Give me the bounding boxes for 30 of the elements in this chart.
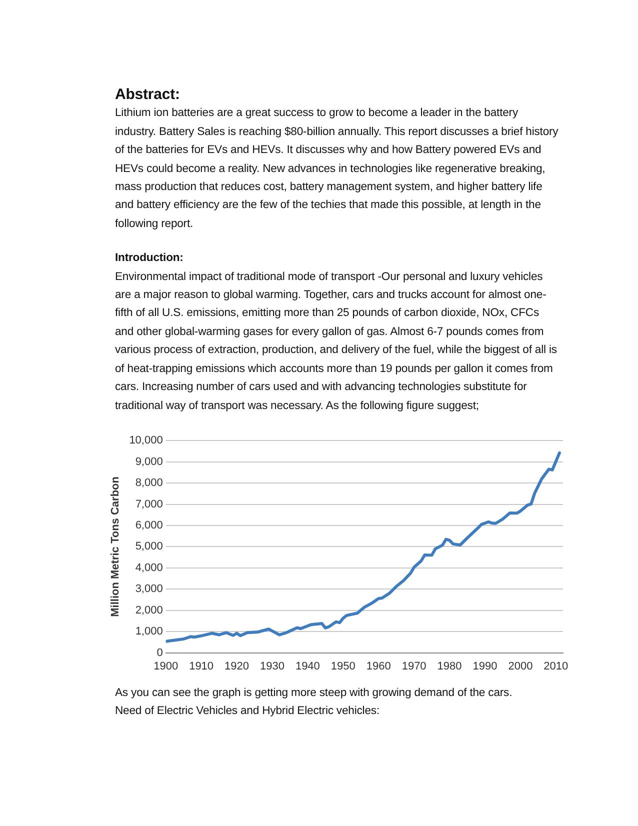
y-tick-label: 5,000 <box>135 540 163 553</box>
y-tick-label: 6,000 <box>135 519 163 532</box>
x-tick-label: 1910 <box>189 660 214 672</box>
x-tick-label: 1930 <box>260 660 284 672</box>
x-tick-label: 1980 <box>437 660 462 672</box>
text: Need of Electric Vehicles and Hybrid Electric vehicles: <box>115 704 380 720</box>
text: Abstract: <box>115 86 181 104</box>
x-tick-label: 1900 <box>154 660 178 672</box>
text: As you can see the graph is getting more steep with growing demand of the cars. <box>115 686 514 701</box>
y-tick-label: 4,000 <box>135 562 163 574</box>
y-tick-label: 7,000 <box>135 498 163 510</box>
x-tick-label: 1990 <box>472 660 498 672</box>
y-tick-label: 9,000 <box>135 456 163 468</box>
text: Introduction: <box>115 251 184 266</box>
x-tick-label: 2010 <box>544 660 568 672</box>
x-tick-label: 2000 <box>508 660 533 672</box>
text: Lithium ion batteries are a great success to grow to become a leader in the battery industry. Battery Sales is reaching $80-billion annually. This report discusses a brief history of the batteries for EVs and HEVs. It discusses why and how Battery powered EVs and HEVs could become a reality. New advances in technologies like regenerative breaking, mass production that reduces cost, battery management system, and higher battery life and battery efficiency are the few of the techies that made this possible, at length in the following report. <box>115 106 560 232</box>
y-tick-label: 8,000 <box>135 476 163 489</box>
y-tick-label: 10,000 <box>129 434 163 447</box>
x-tick-label: 1940 <box>295 660 320 672</box>
x-tick-label: 1950 <box>330 660 356 672</box>
y-tick-label: 0 <box>156 646 163 659</box>
y-tick-label: 2,000 <box>135 604 163 616</box>
x-tick-label: 1960 <box>366 660 391 672</box>
x-tick-label: 1970 <box>402 660 426 672</box>
y-axis-title: Million Metric Tons Carbon <box>110 476 122 617</box>
y-tick-label: 1,000 <box>135 626 163 638</box>
y-tick-label: 3,000 <box>135 583 163 596</box>
x-tick-label: 1920 <box>224 660 250 672</box>
text: Environmental impact of traditional mode of transport -Our personal and luxury vehicles are a major reason to global warming. Together, cars and trucks account for almost one-fifth of all U.S. emissions, emitting more than 25 pounds of carbon dioxide, NOx, CFCs and other global-warming gases for every gallon of gas. Almost 6-7 pounds comes from various process of extraction, production, and delivery of the fuel, while the biggest of all is of heat-trapping emissions which accounts more than 19 pounds per gallon it comes from cars. Increasing number of cars used and with advancing technologies substitute for traditional way of transport was necessary. As the following figure suggest; <box>115 270 558 414</box>
